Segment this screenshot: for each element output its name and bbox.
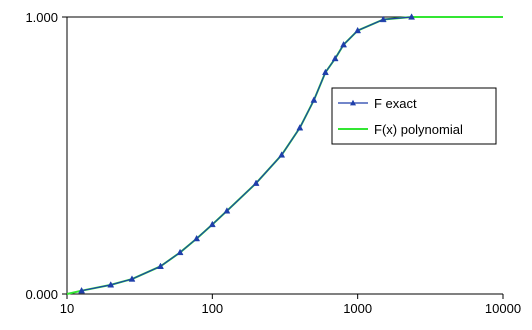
series-polynomial	[66, 16, 503, 295]
tick-labels: 10 100 1000 10000 0.000 1.000	[25, 10, 521, 316]
data-point	[322, 68, 329, 76]
series-line	[66, 16, 503, 295]
legend-item: F exact	[338, 96, 417, 111]
data-point	[252, 179, 260, 186]
y-tick-label: 0.000	[25, 287, 58, 302]
series-layer	[66, 13, 503, 295]
data-point	[340, 40, 347, 48]
data-point	[193, 234, 201, 242]
legend: F exact F(x) polynomial	[331, 87, 497, 145]
legend-box	[331, 87, 497, 145]
data-point	[223, 207, 231, 214]
data-point	[107, 281, 115, 288]
x-tick-label: 10	[60, 301, 74, 316]
x-tick-label: 100	[201, 301, 223, 316]
data-point	[331, 54, 339, 62]
data-point	[176, 248, 184, 256]
series-exact	[78, 13, 416, 294]
data-point	[157, 262, 164, 269]
x-tick-label: 1000	[343, 301, 372, 316]
data-point	[296, 124, 304, 131]
legend-item: F(x) polynomial	[338, 122, 463, 137]
series-line	[81, 16, 412, 292]
data-point	[78, 286, 86, 294]
y-tick-label: 1.000	[25, 10, 58, 25]
data-point	[354, 26, 362, 34]
data-point	[310, 96, 318, 103]
data-point	[128, 275, 136, 282]
legend-label: F(x) polynomial	[374, 122, 463, 137]
data-point	[278, 151, 286, 158]
legend-marker	[350, 99, 356, 106]
data-point	[379, 15, 387, 23]
data-point	[408, 13, 416, 20]
axes	[62, 16, 504, 299]
legend-label: F exact	[374, 96, 417, 111]
data-point	[208, 220, 216, 228]
x-tick-label: 10000	[485, 301, 521, 316]
